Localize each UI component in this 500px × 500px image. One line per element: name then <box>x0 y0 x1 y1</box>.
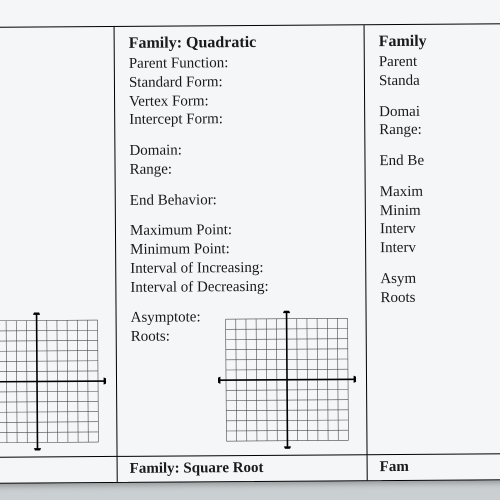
form-line: dard Form: <box>0 74 102 94</box>
form-line: nt-Slope Form: <box>0 111 102 131</box>
form-line: Standard Form: <box>129 72 352 92</box>
family-title: Family: Linear <box>0 35 102 55</box>
form-line: Parent <box>379 52 500 72</box>
min-line: Minim <box>380 200 500 220</box>
family-title: Family: Quadratic <box>129 33 352 53</box>
family-title: Family <box>379 32 500 52</box>
range-line: Range: <box>379 120 500 140</box>
axes-graph <box>218 310 357 449</box>
inc-line: Interval of Increasing: <box>130 258 353 278</box>
family-cell-quadratic: Family: Quadratic Parent Function: Stand… <box>115 25 368 457</box>
endbehavior-line: End Be <box>379 151 500 171</box>
asymptote-line: Asym <box>380 268 500 288</box>
domain-line: nain: <box>0 142 102 162</box>
max-line: Maxim <box>380 181 500 201</box>
roots-line: Roots <box>380 287 500 307</box>
range-line: Range: <box>129 159 352 179</box>
footer-cell: Fam <box>368 453 500 480</box>
max-line: imum Point: <box>0 222 103 242</box>
form-line: e-Intercept Form: <box>0 93 102 113</box>
domain-line: Domain: <box>129 140 352 160</box>
dec-line: Interval of Decreasing: <box>130 277 353 297</box>
footer-row: Family: Square Root Fam <box>0 453 500 483</box>
range-line: ge: <box>0 161 103 181</box>
domain-line: Domai <box>379 101 500 121</box>
form-line: Vertex Form: <box>129 91 352 111</box>
endbehavior-line: Behavior: <box>0 192 103 212</box>
form-line: Intercept Form: <box>129 110 352 130</box>
form-line: Parent Function: <box>129 53 352 73</box>
axes-graph <box>0 312 107 451</box>
footer-cell <box>0 457 118 484</box>
inc-line: Interv <box>380 219 500 239</box>
family-label: Family: <box>129 34 182 51</box>
family-name: Quadratic <box>186 34 256 51</box>
dec-line: Interv <box>380 238 500 258</box>
family-label: Family <box>379 33 427 50</box>
families-grid: Family: Linear ent Function: dard Form: … <box>0 22 500 458</box>
endbehavior-line: End Behavior: <box>130 190 353 210</box>
min-line: Minimum Point: <box>130 239 353 259</box>
form-line: Standa <box>379 70 500 90</box>
form-line: ent Function: <box>0 55 102 75</box>
min-line: imum Point: <box>0 241 103 261</box>
worksheet-sheet: ction Review Notes ebra II Period: Famil… <box>0 0 500 485</box>
max-line: Maximum Point: <box>130 221 353 241</box>
inc-line: rval of Increasing: <box>0 260 103 280</box>
dec-line: rval of Decreasing: <box>0 279 103 299</box>
footer-cell: Family: Square Root <box>118 455 368 482</box>
family-cell-linear: Family: Linear ent Function: dard Form: … <box>0 27 118 459</box>
family-cell-third: Family Parent Standa Domai Range: End Be… <box>365 23 500 455</box>
